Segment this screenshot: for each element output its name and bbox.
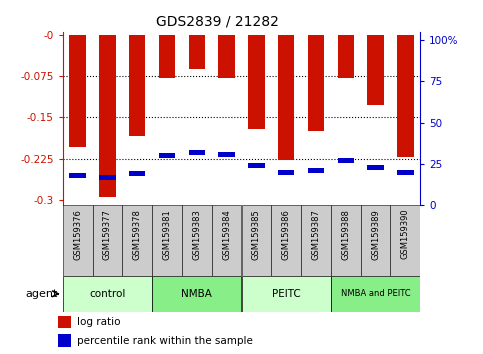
Bar <box>159 153 175 158</box>
Bar <box>189 150 205 155</box>
Text: GSM159385: GSM159385 <box>252 209 261 259</box>
Bar <box>218 35 235 78</box>
Bar <box>368 165 384 170</box>
Text: GSM159390: GSM159390 <box>401 209 410 259</box>
Bar <box>331 276 420 312</box>
Bar <box>63 205 93 276</box>
Bar <box>152 276 242 312</box>
Bar <box>122 205 152 276</box>
Text: GSM159388: GSM159388 <box>341 209 350 260</box>
Text: GDS2839 / 21282: GDS2839 / 21282 <box>156 14 279 28</box>
Text: GSM159381: GSM159381 <box>163 209 171 259</box>
Bar <box>182 205 212 276</box>
Bar <box>271 205 301 276</box>
Text: GSM159378: GSM159378 <box>133 209 142 260</box>
Text: percentile rank within the sample: percentile rank within the sample <box>77 336 253 346</box>
Bar <box>70 35 86 148</box>
Bar <box>278 170 294 175</box>
Text: control: control <box>89 289 126 299</box>
Bar <box>368 35 384 105</box>
Bar <box>338 158 354 163</box>
Text: GSM159389: GSM159389 <box>371 209 380 259</box>
Bar <box>159 35 175 78</box>
Bar <box>152 205 182 276</box>
Bar <box>308 35 324 131</box>
Bar <box>397 35 413 157</box>
Bar <box>308 168 324 173</box>
Bar <box>99 175 115 180</box>
Bar <box>242 276 331 312</box>
Bar <box>99 35 115 197</box>
Bar <box>397 170 413 175</box>
Bar <box>278 35 294 160</box>
Text: GSM159383: GSM159383 <box>192 209 201 260</box>
Bar <box>70 173 86 178</box>
Text: NMBA and PEITC: NMBA and PEITC <box>341 289 411 298</box>
Bar <box>58 316 71 328</box>
Text: NMBA: NMBA <box>182 289 212 299</box>
Bar <box>93 205 122 276</box>
Text: GSM159387: GSM159387 <box>312 209 320 260</box>
Text: GSM159377: GSM159377 <box>103 209 112 260</box>
Bar <box>390 205 420 276</box>
Bar <box>242 205 271 276</box>
Bar <box>361 205 390 276</box>
Text: PEITC: PEITC <box>272 289 300 299</box>
Bar <box>129 171 145 176</box>
Text: GSM159384: GSM159384 <box>222 209 231 259</box>
Text: GSM159376: GSM159376 <box>73 209 82 260</box>
Bar <box>301 205 331 276</box>
Bar <box>331 205 361 276</box>
Bar <box>129 35 145 137</box>
Bar <box>248 163 265 168</box>
Bar <box>58 335 71 347</box>
Bar <box>212 205 242 276</box>
Text: agent: agent <box>26 289 58 299</box>
Bar <box>248 35 265 129</box>
Bar <box>63 276 152 312</box>
Text: GSM159386: GSM159386 <box>282 209 291 260</box>
Text: log ratio: log ratio <box>77 318 120 327</box>
Bar <box>189 35 205 69</box>
Bar <box>218 152 235 156</box>
Bar <box>338 35 354 78</box>
